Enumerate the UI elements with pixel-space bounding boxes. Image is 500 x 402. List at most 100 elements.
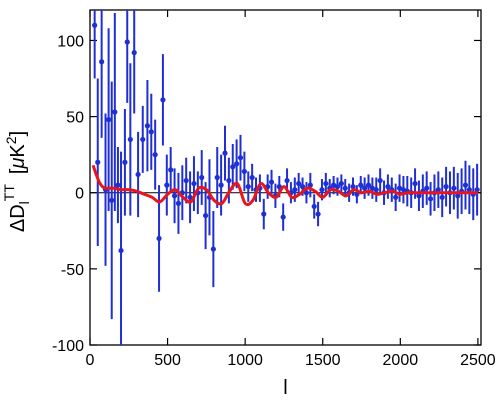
data-point: [115, 147, 121, 224]
data-point: [296, 172, 302, 195]
data-point: [222, 125, 228, 181]
point-marker: [268, 179, 275, 185]
y-label-unit-mu: μ: [7, 158, 29, 170]
point-marker: [350, 184, 356, 190]
point-marker: [183, 177, 189, 184]
data-point: [315, 201, 321, 227]
point-marker: [199, 174, 205, 181]
point-marker: [112, 109, 118, 115]
axis-ticks: 0 500 1000 1500 2000 2500 -100 -50 0 50 100: [52, 10, 496, 369]
x-axis-label: l: [283, 377, 287, 399]
x-tick-label: 500: [154, 352, 181, 369]
data-point: [245, 171, 251, 202]
data-point: [168, 147, 174, 193]
point-marker: [462, 182, 469, 188]
y-label-unit-k: K: [7, 144, 29, 158]
plot-frame: [89, 9, 482, 346]
point-marker: [144, 123, 151, 129]
data-point: [187, 171, 193, 224]
point-marker: [385, 184, 391, 190]
data-point: [135, 131, 141, 218]
data-point: [350, 177, 356, 196]
data-point: [99, 10, 105, 138]
point-marker: [210, 246, 216, 252]
data-point: [241, 151, 247, 192]
data-point: [202, 182, 209, 250]
data-point: [311, 194, 317, 219]
y-tick-label: 100: [57, 33, 84, 50]
data-point: [122, 108, 128, 216]
point-marker: [127, 136, 133, 143]
data-point: [152, 119, 158, 190]
point-marker: [466, 187, 472, 193]
x-tick-label: 1000: [227, 352, 263, 369]
data-point: [210, 211, 216, 288]
data-point: [470, 168, 476, 221]
data-point: [92, 10, 98, 79]
data-point: [131, 10, 137, 114]
point-marker: [323, 180, 329, 187]
data-point: [183, 157, 189, 204]
point-marker: [168, 167, 174, 173]
point-marker: [109, 197, 115, 203]
point-marker: [358, 182, 364, 188]
y-tick-label: -100: [52, 338, 84, 355]
point-marker: [140, 136, 146, 143]
model-curve: [91, 164, 478, 207]
data-point: [280, 203, 286, 231]
point-marker: [365, 182, 372, 188]
data-point: [249, 163, 255, 192]
point-marker: [115, 182, 121, 188]
point-marker: [92, 22, 98, 28]
point-marker: [118, 247, 124, 254]
point-marker: [362, 185, 368, 191]
y-axis-label: ΔDlTT [μK2]: [1, 131, 32, 232]
point-marker: [303, 190, 310, 196]
point-marker: [315, 211, 321, 217]
data-point: [191, 156, 197, 211]
point-marker: [122, 159, 128, 165]
point-marker: [241, 168, 247, 175]
data-point: [144, 80, 151, 172]
point-marker: [377, 177, 383, 184]
point-marker: [280, 214, 286, 220]
point-marker: [131, 50, 137, 56]
point-marker: [202, 212, 209, 219]
y-label-unit-sup: 2: [3, 136, 19, 144]
point-marker: [156, 235, 162, 242]
point-marker: [171, 193, 178, 199]
data-point: [362, 177, 368, 199]
data-points: [92, 10, 480, 345]
data-point: [218, 154, 224, 216]
data-point: [226, 157, 232, 204]
point-marker: [237, 155, 244, 161]
point-marker: [175, 200, 182, 206]
y-tick-label: -50: [61, 262, 84, 279]
point-marker: [261, 211, 267, 217]
data-point: [377, 168, 383, 193]
point-marker: [152, 152, 158, 158]
x-tick-label: 2000: [383, 352, 419, 369]
y-tick-label: 50: [66, 110, 84, 127]
data-point: [171, 168, 178, 224]
data-point: [164, 154, 170, 216]
point-marker: [124, 39, 130, 45]
data-point: [261, 198, 267, 230]
data-point: [214, 147, 220, 208]
data-point: [451, 166, 457, 210]
x-tick-label: 1500: [305, 352, 341, 369]
data-point: [443, 166, 449, 207]
data-point: [268, 169, 275, 195]
data-point: [148, 93, 154, 170]
point-marker: [338, 180, 344, 187]
x-tick-label: 2500: [460, 352, 496, 369]
point-marker: [160, 97, 166, 103]
point-marker: [249, 174, 255, 181]
point-marker: [95, 159, 101, 165]
point-marker: [443, 184, 449, 190]
point-marker: [164, 182, 170, 188]
data-point: [140, 105, 146, 173]
data-point: [323, 172, 329, 195]
y-label-base: ΔD: [7, 204, 29, 232]
